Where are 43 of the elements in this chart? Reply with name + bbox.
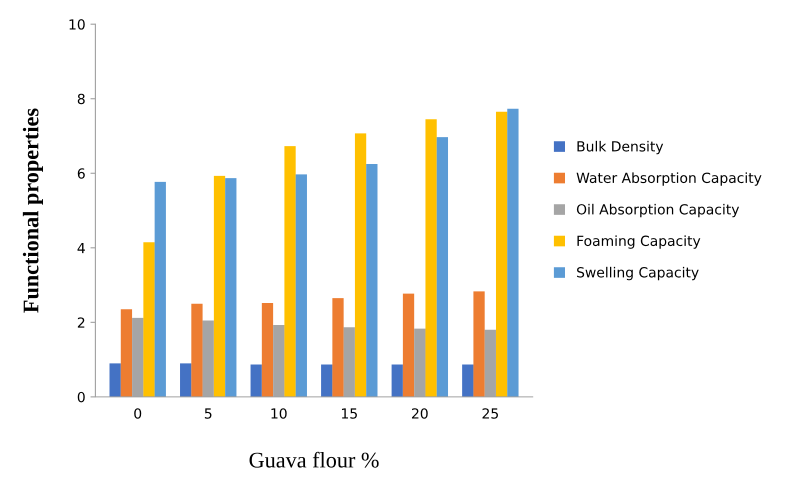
bar [296, 174, 307, 397]
bar [143, 242, 155, 397]
x-tick-label: 20 [412, 408, 428, 419]
bar [436, 137, 448, 397]
bar [284, 146, 296, 397]
bar [354, 133, 366, 397]
bar [154, 182, 166, 397]
bar [507, 108, 519, 397]
bar [214, 176, 226, 397]
bar [191, 304, 203, 397]
bar [332, 298, 344, 397]
bar [180, 363, 192, 397]
bar [321, 364, 332, 397]
bar [262, 302, 274, 397]
y-axis-title: Functional properties [22, 108, 44, 313]
bar [473, 291, 485, 397]
bar [225, 178, 236, 397]
x-tick-label: 15 [342, 408, 357, 419]
y-tick-label: 8 [78, 94, 85, 104]
x-axis-title: Guava flour % [250, 452, 379, 468]
x-tick-label: 5 [204, 408, 212, 419]
x-tick-label: 0 [134, 408, 142, 419]
bar [402, 294, 414, 397]
bar [425, 119, 437, 397]
bar [110, 363, 121, 397]
bar [462, 364, 474, 397]
y-tick-label: 2 [78, 317, 84, 328]
legend-label: Foaming Capacity [577, 235, 700, 249]
y-tick-label: 10 [70, 19, 85, 30]
legend-label: Water Absorption Capacity [576, 172, 762, 186]
bar [120, 309, 132, 397]
legend-label: Oil Absorption Capacity [576, 204, 740, 218]
y-tick-label: 6 [78, 168, 85, 179]
bar [496, 112, 508, 397]
y-tick-label: 0 [78, 392, 85, 402]
bar [392, 364, 403, 397]
legend-label: Bulk Density [577, 140, 664, 154]
legend-label: Swelling Capacity [577, 266, 699, 280]
x-tick-label: 25 [482, 408, 498, 419]
x-tick-label: 10 [271, 408, 287, 419]
bar [366, 164, 378, 397]
y-tick-label: 4 [78, 242, 85, 254]
bar [250, 364, 262, 397]
